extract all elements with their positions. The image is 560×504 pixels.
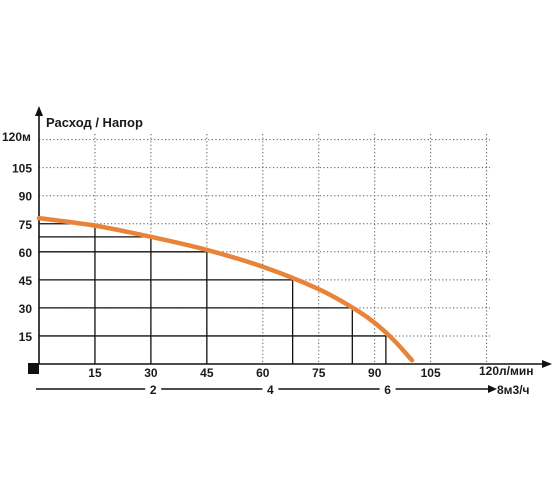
y-axis-unit-label: 120м: [2, 130, 31, 144]
secondary-x-tick-label-bg: [145, 382, 162, 396]
secondary-x-tick-label: 6: [384, 383, 391, 397]
axes: [28, 106, 552, 396]
x-tick-label: 90: [368, 366, 382, 380]
x-axis-unit-label: 120л/мин: [479, 364, 533, 378]
y-tick-label: 90: [19, 190, 33, 204]
secondary-x-axis-unit-label: 8м3/ч: [497, 383, 530, 397]
x-tick-label: 45: [200, 366, 214, 380]
secondary-x-tick-label: 2: [150, 383, 157, 397]
secondary-x-tick-label-bg: [379, 382, 396, 396]
x-tick-label: 60: [256, 366, 270, 380]
y-tick-label: 15: [19, 330, 33, 344]
y-tick-label: 45: [19, 274, 33, 288]
guide-lines: [39, 223, 387, 364]
grid: [39, 134, 490, 364]
x-axis-arrow: [542, 360, 552, 368]
x-tick-label: 15: [88, 366, 102, 380]
secondary-x-tick-label-bg: [262, 382, 279, 396]
y-tick-label: 105: [12, 162, 32, 176]
origin-marker: [28, 363, 39, 374]
secondary-x-axis-arrow: [488, 385, 497, 393]
series: [36, 215, 415, 363]
y-axis-arrow: [35, 106, 43, 116]
x-tick-label: 75: [312, 366, 326, 380]
x-tick-label: 30: [144, 366, 158, 380]
series-line: [36, 215, 415, 363]
chart-title: Расход / Напор: [46, 115, 143, 130]
labels: Расход / Напор 120м 120л/мин 8м3/ч 15 30 4…: [2, 115, 533, 397]
x-tick-label: 105: [421, 366, 441, 380]
y-tick-label: 30: [19, 302, 33, 316]
y-tick-label: 60: [19, 246, 33, 260]
secondary-x-tick-label: 4: [267, 383, 274, 397]
y-tick-label: 75: [19, 218, 33, 232]
